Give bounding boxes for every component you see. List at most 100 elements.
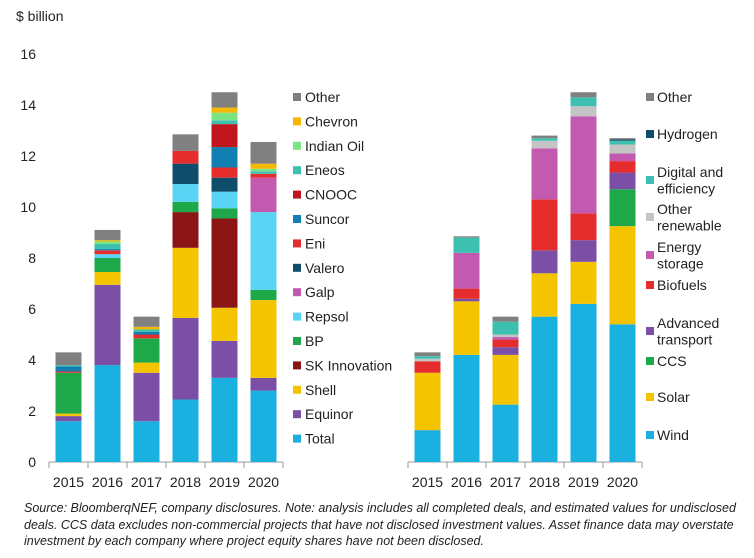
- legend-label: SK Innovation: [305, 357, 392, 373]
- legend-label: Shell: [305, 382, 336, 398]
- y-axis-label: $ billion: [16, 8, 64, 24]
- left-bar-equinor: [250, 377, 277, 391]
- legend-swatch: [293, 434, 301, 443]
- legend-swatch: [293, 263, 301, 272]
- right-bar-other-renewable: [414, 358, 441, 362]
- legend-swatch: [293, 361, 301, 370]
- right-bar-digital-and-efficiency: [609, 140, 636, 145]
- legend-swatch: [646, 130, 654, 138]
- source-footnote: Source: BloomberqNEF, company disclosure…: [24, 501, 736, 548]
- left-bar-bp: [250, 289, 277, 301]
- left-bar-repsol: [211, 191, 238, 209]
- legend-label: Eneos: [305, 162, 345, 178]
- left-bar-cnooc: [211, 124, 238, 148]
- left-bar-total: [55, 421, 82, 462]
- legend-swatch: [646, 93, 654, 101]
- right-bar-other: [570, 92, 597, 98]
- legend-label: Wind: [657, 427, 689, 443]
- left-bar-eneos: [94, 243, 121, 250]
- left-bar-sk-innovation: [211, 218, 238, 308]
- legend-swatch: [293, 93, 301, 101]
- legend-swatch: [293, 312, 301, 321]
- right-bar-other: [492, 316, 519, 322]
- right-bar-other: [609, 138, 636, 140]
- legend-label: Hydrogen: [657, 126, 718, 142]
- left-bar-repsol: [172, 184, 199, 202]
- y-tick-label: 6: [28, 301, 36, 317]
- right-bar-wind: [453, 354, 480, 462]
- legend-label: efficiency: [657, 181, 715, 197]
- left-x-tick-label: 2016: [92, 474, 123, 490]
- left-bar-chevron: [211, 107, 238, 113]
- right-bar-hydrogen: [609, 139, 636, 141]
- left-bar-galp: [250, 177, 277, 213]
- right-bar-biofuels: [492, 339, 519, 348]
- legend-label: Biofuels: [657, 277, 707, 293]
- right-bar-advanced-transport: [453, 298, 480, 302]
- right-bar-solar: [531, 273, 558, 317]
- right-x-tick-label: 2019: [568, 474, 599, 490]
- right-bar-other: [453, 236, 480, 238]
- left-bar-shell: [172, 247, 199, 318]
- y-tick-label: 4: [28, 352, 36, 368]
- legend-label: CNOOC: [305, 187, 357, 203]
- left-bar-sk-innovation: [172, 212, 199, 248]
- left-bar-equinor: [94, 284, 121, 366]
- left-bar-suncor: [133, 331, 160, 335]
- left-bar-other: [172, 134, 199, 151]
- legend-label: Total: [305, 431, 335, 447]
- y-tick-label: 12: [20, 148, 36, 164]
- right-bar-energy-storage: [492, 337, 519, 340]
- legend-swatch: [293, 385, 301, 394]
- legend-label: Energy: [657, 239, 701, 255]
- right-bar-biofuels: [609, 161, 636, 173]
- legend-label: Repsol: [305, 309, 349, 325]
- right-bar-advanced-transport: [609, 172, 636, 190]
- left-bar-eni: [250, 173, 277, 178]
- right-bar-other-renewable: [609, 144, 636, 154]
- right-bar-advanced-transport: [570, 240, 597, 262]
- left-bar-eneos: [55, 365, 82, 367]
- right-bar-solar: [570, 261, 597, 304]
- right-bar-biofuels: [531, 199, 558, 251]
- left-bar-indian-oil: [94, 241, 121, 244]
- right-bar-advanced-transport: [492, 347, 519, 355]
- left-bar-eni: [133, 334, 160, 339]
- y-tick-label: 16: [20, 46, 36, 62]
- left-bar-indian-oil: [250, 168, 277, 172]
- legend-swatch: [293, 337, 301, 345]
- legend-swatch: [293, 117, 301, 126]
- left-bar-valero: [172, 163, 199, 185]
- right-bar-digital-and-efficiency: [414, 356, 441, 359]
- legend-label: BP: [305, 333, 324, 349]
- left-bar-total: [94, 365, 121, 462]
- right-bar-wind: [531, 316, 558, 462]
- legend-label: Solar: [657, 389, 690, 405]
- left-bar-shell: [55, 413, 82, 417]
- legend-swatch: [646, 357, 654, 365]
- legend-swatch: [293, 190, 301, 199]
- right-x-tick-label: 2017: [490, 474, 521, 490]
- right-bar-other-renewable: [570, 106, 597, 117]
- left-x-tick-label: 2017: [131, 474, 162, 490]
- right-bar-advanced-transport: [531, 250, 558, 274]
- legend-label: Chevron: [305, 113, 358, 129]
- legend-label: renewable: [657, 218, 722, 234]
- legend-swatch: [646, 251, 654, 259]
- legend-swatch: [646, 431, 654, 439]
- right-bar-digital-and-efficiency: [570, 97, 597, 107]
- left-bar-eni: [94, 250, 121, 255]
- right-x-tick-label: 2016: [451, 474, 482, 490]
- legend-label: CCS: [657, 353, 687, 369]
- left-bar-total: [211, 377, 238, 462]
- right-bar-wind: [570, 303, 597, 462]
- left-x-tick-label: 2019: [209, 474, 240, 490]
- legend-swatch: [646, 327, 654, 335]
- legend-label: storage: [657, 256, 704, 272]
- y-tick-label: 8: [28, 250, 36, 266]
- left-x-tick-label: 2018: [170, 474, 201, 490]
- left-bar-eni: [55, 371, 82, 373]
- right-bar-other-renewable: [531, 140, 558, 149]
- right-bar-biofuels: [453, 288, 480, 299]
